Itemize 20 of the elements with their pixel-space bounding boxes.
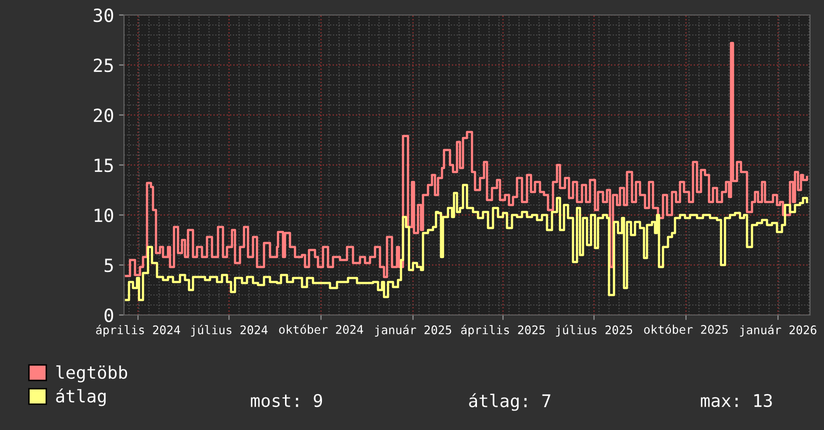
legend-label: átlag — [56, 388, 106, 406]
x-tick-label: október 2024 — [279, 324, 364, 334]
y-tick-label: 25 — [94, 58, 113, 72]
text: max: 13 — [700, 394, 772, 408]
x-tick-label: július 2024 — [190, 324, 268, 337]
y-tick-label: 10 — [94, 208, 114, 222]
x-tick-label: január 2025 — [374, 324, 452, 337]
text: átlag: 7 — [469, 393, 550, 411]
y-tick-label: 30 — [94, 8, 114, 22]
x-tick-label: január 2026 — [740, 324, 816, 337]
y-tick-label: 5 — [104, 258, 113, 272]
text: most: 9 — [250, 394, 322, 408]
x-tick-label: július 2025 — [556, 324, 632, 337]
x-tick-label: október 2025 — [644, 324, 728, 334]
x-tick-label: április 2024 — [96, 324, 180, 337]
y-tick-label: 15 — [94, 158, 113, 172]
legend-label: legtöbb — [56, 365, 128, 382]
y-tick-label: 0 — [104, 308, 114, 322]
x-tick-label: április 2025 — [461, 324, 545, 337]
y-tick-label: 20 — [94, 108, 114, 122]
